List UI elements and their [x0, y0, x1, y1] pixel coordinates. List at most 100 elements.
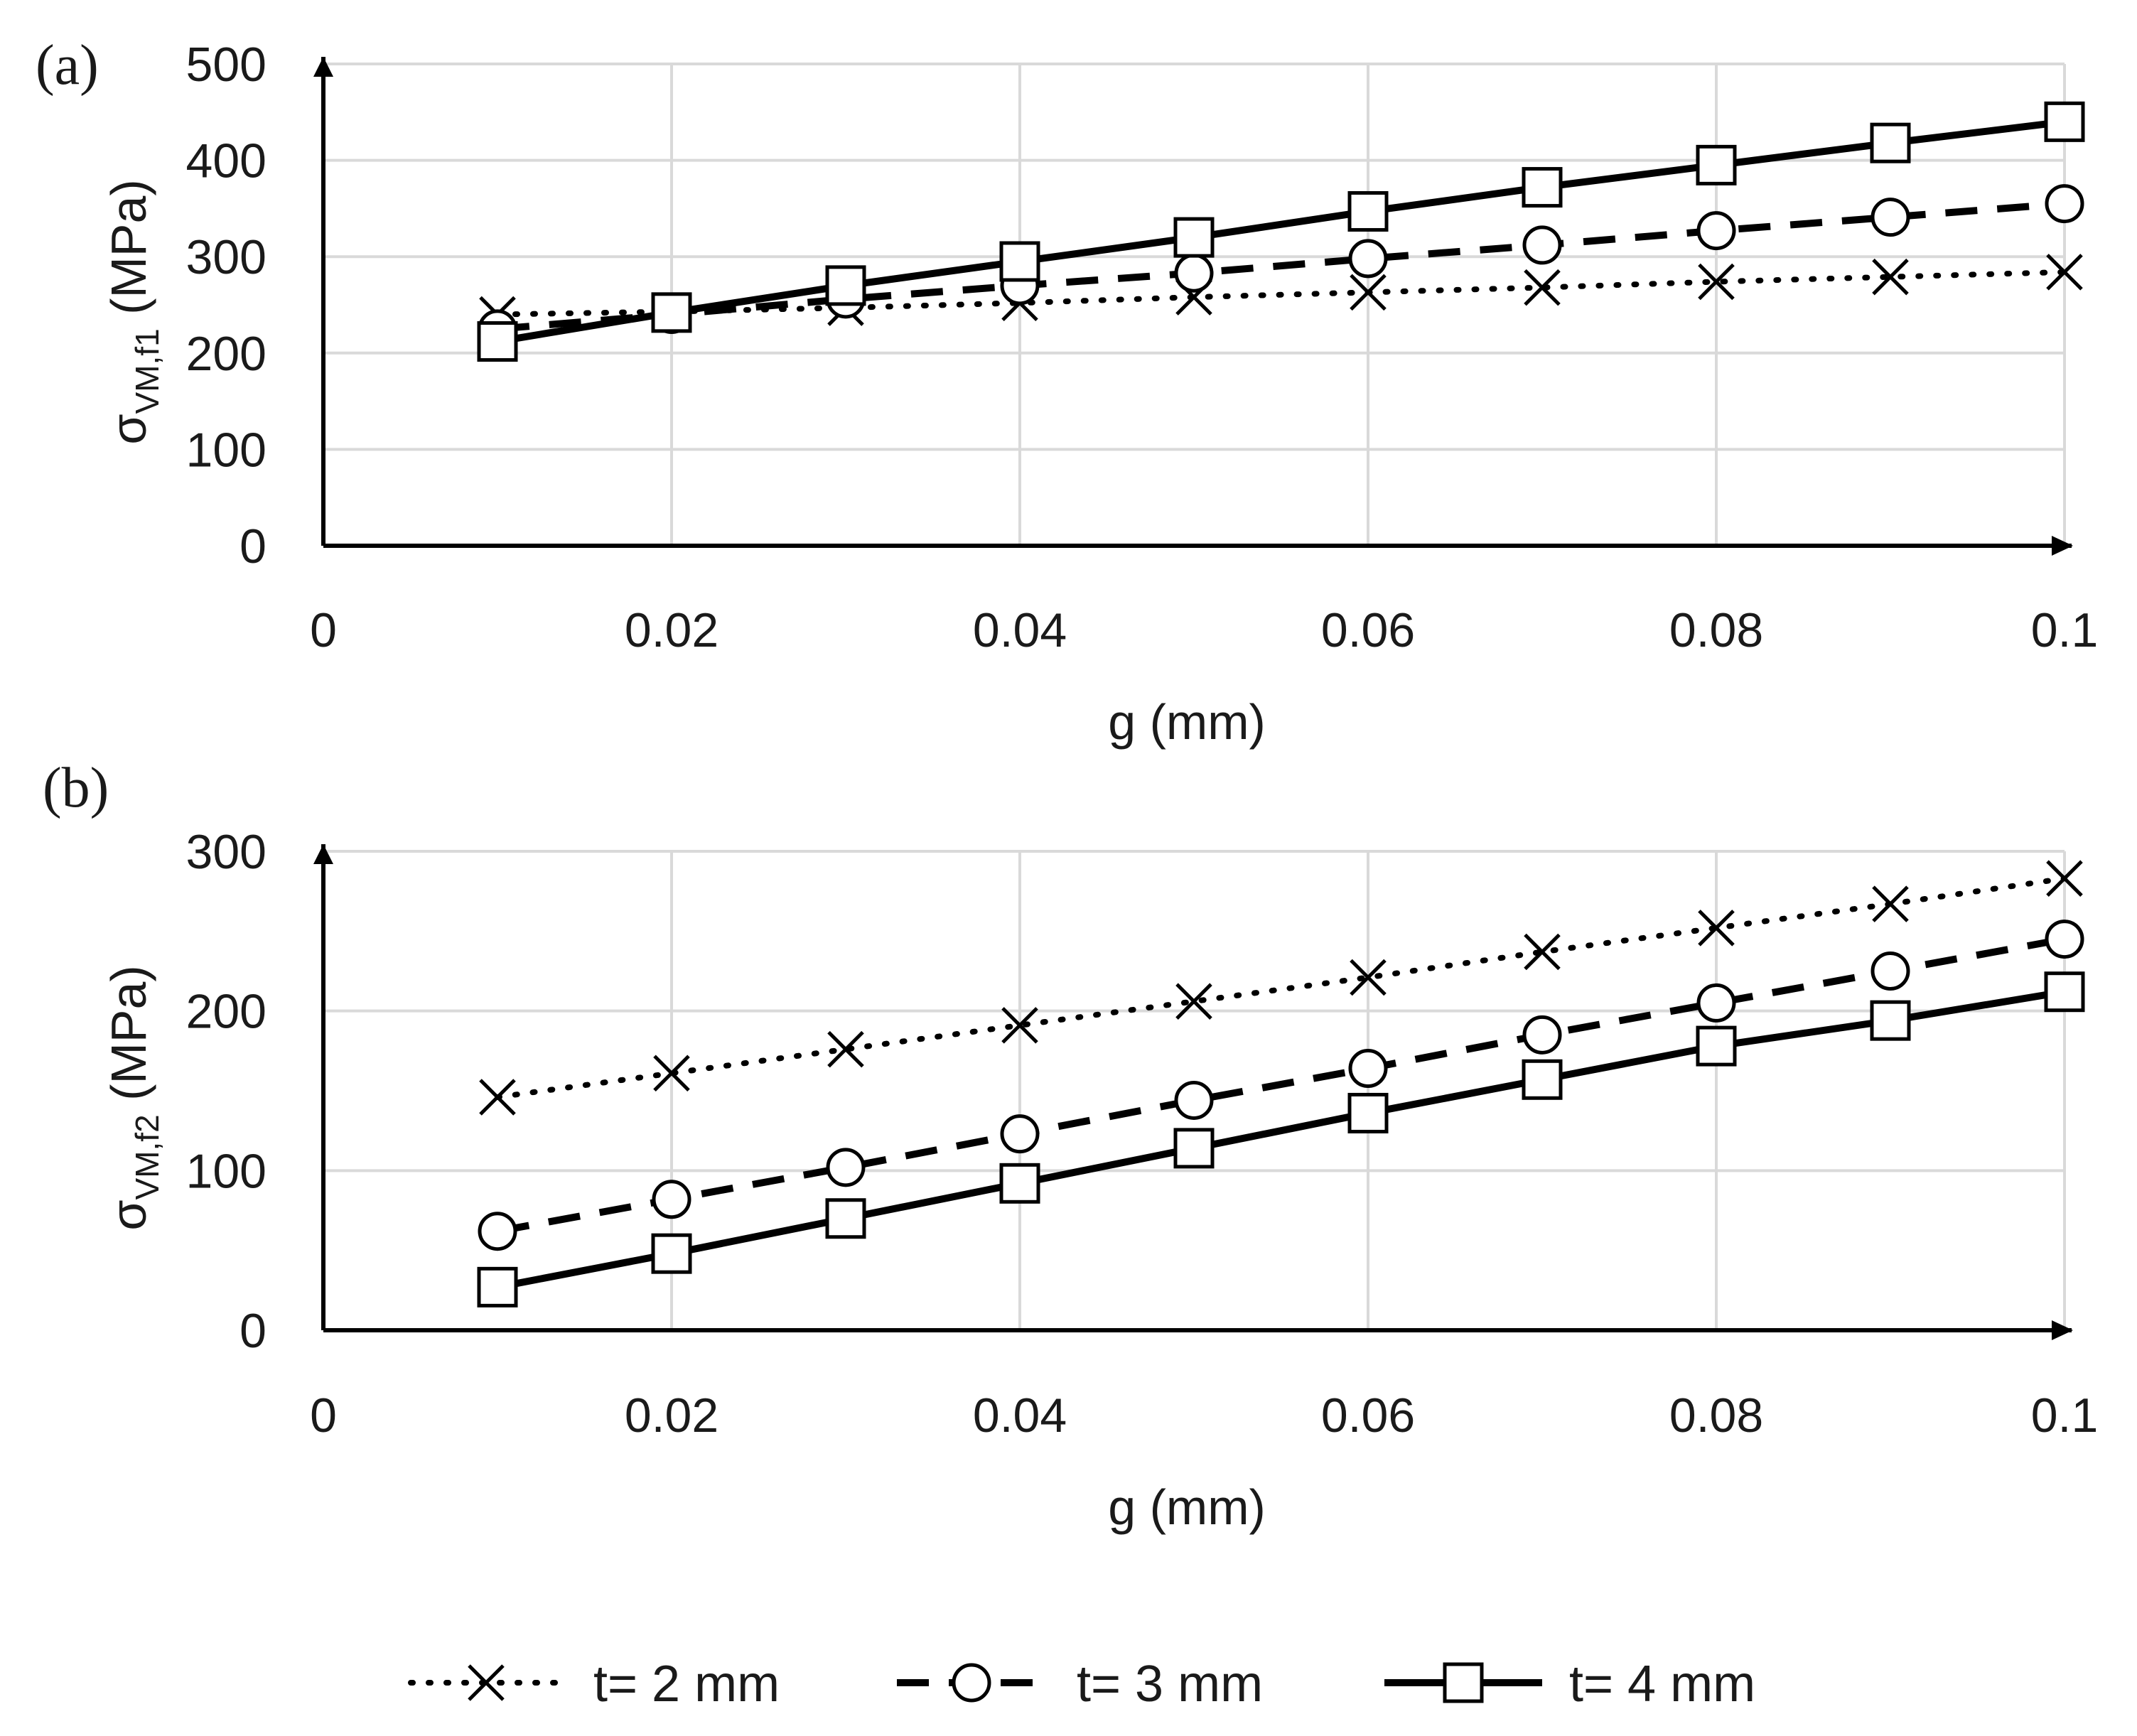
y-tick-label: 400: [186, 134, 267, 188]
data-point: [1350, 959, 1387, 996]
data-point: [1174, 1080, 1214, 1120]
data-point: [1872, 885, 1909, 922]
y-tick-label: 100: [186, 423, 267, 477]
data-point: [1870, 1000, 1911, 1041]
data-point: [1524, 933, 1561, 971]
data-point: [999, 241, 1040, 282]
data-point: [1000, 1114, 1040, 1154]
y-axis-label-symbol: σ: [101, 1199, 156, 1230]
data-point: [1522, 1015, 1562, 1055]
y-axis-label-symbol: σ: [101, 414, 156, 444]
legend-marker-x: [468, 1664, 505, 1701]
series-1: [479, 860, 2083, 1116]
data-point: [1698, 910, 1735, 947]
legend-label: t= 2 mm: [593, 1656, 780, 1713]
data-point: [653, 1055, 690, 1092]
data-point: [1872, 258, 1909, 296]
x-tick-label: 0.02: [625, 603, 718, 657]
data-point: [825, 265, 866, 306]
x-tick-label: 0.08: [1669, 1389, 1763, 1443]
data-point: [1696, 1025, 1737, 1067]
data-point: [827, 1030, 864, 1068]
legend-item-2: t= 3 mm: [897, 1656, 1263, 1713]
data-point: [478, 1212, 517, 1251]
legend-label: t= 3 mm: [1077, 1656, 1263, 1713]
series-line: [497, 988, 2065, 1291]
series-3: [477, 971, 2085, 1308]
data-point: [651, 1233, 692, 1274]
legend-marker-circle: [952, 1663, 991, 1703]
legend-item-1: t= 2 mm: [408, 1656, 780, 1713]
x-tick-label: 0.06: [1321, 1389, 1415, 1443]
y-axis-label-subscript: VM,f2: [129, 1114, 166, 1199]
data-point: [1175, 983, 1212, 1020]
data-point: [2046, 254, 2083, 291]
y-axis-label-subscript: VM,f1: [129, 328, 166, 414]
data-point: [1870, 198, 1910, 237]
data-point: [1696, 983, 1736, 1023]
x-tick-label: 0.04: [973, 603, 1067, 657]
data-point: [479, 1079, 516, 1116]
data-point: [1696, 211, 1736, 251]
data-point: [826, 1148, 866, 1187]
data-point: [651, 292, 692, 333]
data-point: [1870, 951, 1910, 991]
y-axis-label: σVM,f1 (MPa): [101, 179, 166, 444]
series-line: [497, 200, 2065, 333]
x-tick-label: 0.1: [2031, 1389, 2099, 1443]
gridlines: [323, 63, 2066, 546]
series-line: [495, 269, 2067, 318]
data-point: [1347, 190, 1389, 232]
y-tick-label: 0: [239, 1304, 267, 1358]
legend-item-3: t= 4 mm: [1384, 1656, 1755, 1713]
y-axis-label: σVM,f2 (MPa): [101, 965, 166, 1230]
data-point: [477, 1266, 518, 1308]
legend-label: t= 4 mm: [1569, 1656, 1755, 1713]
series-3: [477, 101, 2085, 362]
y-tick-label: 0: [239, 519, 267, 573]
y-tick-label: 300: [186, 825, 267, 879]
x-tick-label: 0.06: [1321, 603, 1415, 657]
data-point: [1173, 217, 1215, 258]
data-point: [2046, 860, 2083, 897]
data-point: [1524, 269, 1561, 306]
data-point: [2044, 101, 2085, 142]
series-line: [495, 875, 2067, 1100]
x-axis-arrow: [2052, 536, 2073, 556]
data-point: [999, 1163, 1040, 1204]
y-tick-label: 100: [186, 1144, 267, 1198]
y-tick-label: 200: [186, 327, 267, 381]
data-point: [825, 1198, 866, 1239]
panel-label: (a): [36, 34, 99, 97]
series-line: [497, 935, 2065, 1235]
y-axis-label-unit: (MPa): [101, 965, 156, 1114]
x-tick-label: 0.04: [973, 1389, 1067, 1443]
series-line: [497, 118, 2065, 345]
x-tick-label: 0.08: [1669, 603, 1763, 657]
y-tick-label: 300: [186, 230, 267, 284]
data-point: [1174, 253, 1214, 293]
x-tick-label: 0: [310, 1389, 337, 1443]
legend: t= 2 mm t= 3 mm t= 4 mm: [408, 1656, 1755, 1713]
data-point: [1696, 144, 1737, 185]
x-tick-label: 0: [310, 603, 337, 657]
data-point: [1522, 225, 1562, 265]
data-point: [1348, 239, 1388, 279]
chart-panel-b: 0 0.02 0.04 0.06 0.08 0.1 0 100 200 300 g (mm) σVM,…: [43, 757, 2098, 1535]
data-point: [1348, 1049, 1388, 1089]
data-point: [2045, 184, 2084, 224]
panel-label: (b): [43, 757, 109, 819]
data-point: [1870, 122, 1911, 163]
y-axis-arrow: [313, 57, 333, 77]
data-point: [2044, 971, 2085, 1013]
y-tick-label: 200: [186, 985, 267, 1039]
data-point: [1522, 167, 1563, 208]
data-point: [1173, 1128, 1215, 1169]
data-point: [1522, 1059, 1563, 1100]
data-point: [1698, 263, 1735, 301]
x-tick-label: 0.02: [625, 1389, 718, 1443]
x-axis-label: g (mm): [1108, 694, 1266, 750]
y-axis-arrow: [313, 844, 333, 864]
legend-marker-square: [1443, 1662, 1484, 1703]
